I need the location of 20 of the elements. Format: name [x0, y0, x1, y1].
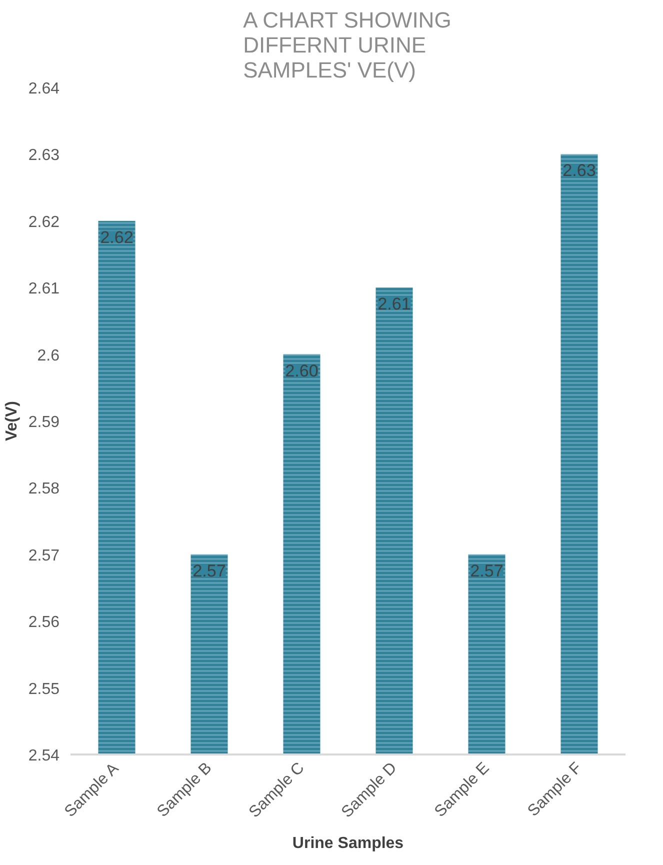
- y-tick-label: 2.58: [28, 480, 60, 498]
- y-tick-label: 2.64: [28, 80, 60, 98]
- data-label: 2.60: [285, 361, 318, 380]
- y-tick-label: 2.55: [28, 680, 60, 698]
- y-tick-label: 2.6: [37, 347, 60, 364]
- y-tick-label: 2.54: [28, 748, 60, 764]
- y-tick-label: 2.57: [28, 547, 60, 564]
- y-tick-label: 2.62: [28, 214, 60, 231]
- y-tick-label: 2.61: [28, 280, 60, 298]
- data-label: 2.63: [562, 161, 596, 180]
- data-label: 2.57: [470, 561, 504, 580]
- data-label: 2.57: [192, 561, 226, 580]
- chart-title: A CHART SHOWING DIFFERNT URINE SAMPLES' VE(V): [243, 8, 452, 82]
- y-axis-title: Ve(V): [3, 400, 20, 442]
- data-label: 2.62: [100, 228, 134, 247]
- y-tick-label: 2.56: [28, 614, 60, 632]
- y-tick-label: 2.59: [28, 414, 60, 431]
- y-tick-label: 2.63: [28, 147, 60, 164]
- data-label: 2.61: [378, 294, 411, 314]
- x-axis-title: Urine Samples: [292, 835, 404, 852]
